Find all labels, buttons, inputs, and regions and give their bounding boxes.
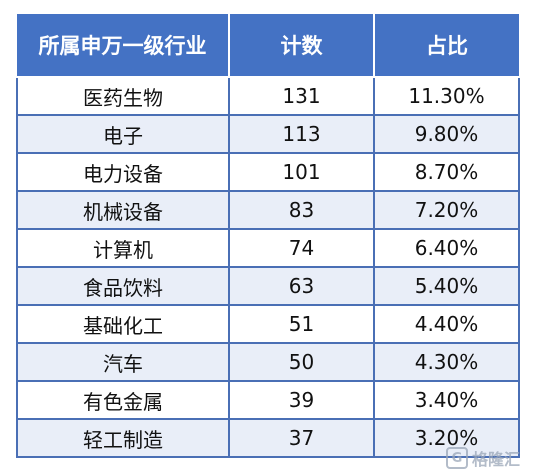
cell-share: 7.20% [373,190,520,230]
cell-industry: 计算机 [16,228,230,268]
cell-share: 3.40% [373,380,520,420]
cell-share: 4.40% [373,304,520,344]
cell-industry: 电子 [16,114,230,154]
cell-share: 4.30% [373,342,520,382]
cell-count: 63 [228,266,375,306]
cell-count: 113 [228,114,375,154]
cell-count: 39 [228,380,375,420]
cell-share: 8.70% [373,152,520,192]
cell-industry: 医药生物 [16,76,230,116]
cell-count: 131 [228,76,375,116]
table-row: 轻工制造 37 3.20% [16,418,520,458]
table-body: 医药生物 131 11.30% 电子 113 9.80% 电力设备 101 8.… [16,76,520,458]
cell-count: 74 [228,228,375,268]
industry-table: 所属申万一级行业 计数 占比 医药生物 131 11.30% 电子 113 9.… [16,14,520,458]
watermark: G 格隆汇 [445,446,520,470]
cell-share: 11.30% [373,76,520,116]
cell-industry: 轻工制造 [16,418,230,458]
table-row: 食品饮料 63 5.40% [16,266,520,306]
cell-share: 9.80% [373,114,520,154]
table-row: 电力设备 101 8.70% [16,152,520,192]
header-industry: 所属申万一级行业 [17,14,230,78]
table-header: 所属申万一级行业 计数 占比 [17,14,519,78]
watermark-text: 格隆汇 [471,450,520,469]
cell-count: 50 [228,342,375,382]
table-row: 有色金属 39 3.40% [16,380,520,420]
table-row: 医药生物 131 11.30% [16,76,520,116]
cell-count: 101 [228,152,375,192]
table-row: 机械设备 83 7.20% [16,190,520,230]
table-row: 电子 113 9.80% [16,114,520,154]
header-count: 计数 [228,14,375,78]
header-share: 占比 [373,14,519,78]
gelonghui-logo-icon: G [445,447,468,469]
cell-industry: 基础化工 [16,304,230,344]
cell-share: 6.40% [373,228,520,268]
cell-count: 83 [228,190,375,230]
header-row: 所属申万一级行业 计数 占比 [17,14,519,78]
table-row: 基础化工 51 4.40% [16,304,520,344]
cell-industry: 食品饮料 [16,266,230,306]
cell-industry: 汽车 [16,342,230,382]
cell-industry: 电力设备 [16,152,230,192]
cell-industry: 机械设备 [16,190,230,230]
cell-industry: 有色金属 [16,380,230,420]
cell-count: 51 [228,304,375,344]
cell-count: 37 [228,418,375,458]
cell-share: 5.40% [373,266,520,306]
table-row: 汽车 50 4.30% [16,342,520,382]
table-row: 计算机 74 6.40% [16,228,520,268]
